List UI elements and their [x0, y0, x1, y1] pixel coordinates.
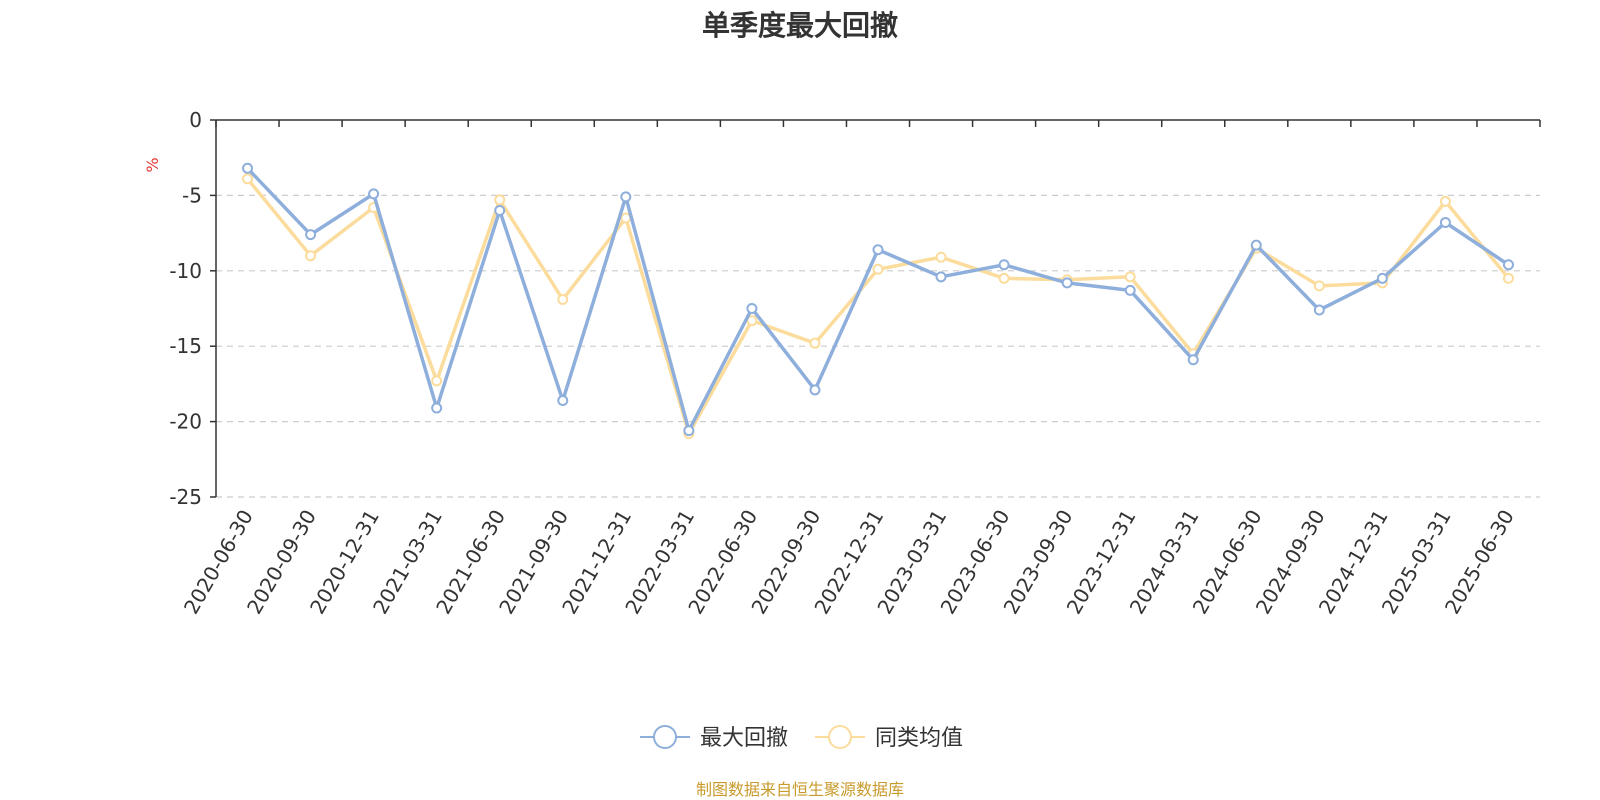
- y-tick-label: -20: [169, 410, 202, 434]
- data-point[interactable]: [431, 375, 443, 387]
- data-point[interactable]: [746, 303, 758, 314]
- data-point[interactable]: [1502, 272, 1514, 284]
- data-point[interactable]: [1439, 217, 1451, 229]
- data-point[interactable]: [809, 337, 821, 349]
- data-point[interactable]: [242, 162, 254, 174]
- data-point[interactable]: [872, 263, 884, 275]
- series-0: [242, 162, 1514, 437]
- data-point[interactable]: [998, 259, 1010, 271]
- data-point[interactable]: [494, 204, 506, 216]
- legend[interactable]: 最大回撤 同类均值: [640, 725, 963, 751]
- legend-item-1[interactable]: 同类均值: [815, 725, 963, 751]
- x-axis-ticks: 2020-06-302020-09-302020-12-312021-03-31…: [179, 120, 1541, 618]
- legend-marker: [828, 725, 852, 749]
- data-point[interactable]: [620, 191, 632, 203]
- chart-title: 单季度最大回撤: [701, 9, 898, 42]
- y-tick-label: -15: [169, 334, 202, 358]
- legend-marker: [653, 725, 677, 749]
- y-tick-label: 0: [189, 108, 202, 132]
- data-point[interactable]: [809, 384, 821, 396]
- data-point[interactable]: [998, 272, 1010, 284]
- data-point[interactable]: [305, 250, 317, 262]
- data-point[interactable]: [1061, 277, 1073, 289]
- legend-label: 最大回撤: [700, 726, 788, 751]
- y-tick-label: -25: [169, 485, 202, 509]
- line-chart: 0 -5 -10 -15 -20 -25 2020-06-302020-09-302020…: [143, 108, 1541, 751]
- grid-lines: [216, 194, 1540, 498]
- data-point[interactable]: [1250, 239, 1262, 251]
- data-point[interactable]: [1502, 259, 1514, 271]
- data-point[interactable]: [494, 194, 506, 206]
- data-point[interactable]: [1313, 304, 1325, 316]
- y-tick-label: -10: [169, 259, 202, 283]
- data-point[interactable]: [557, 293, 569, 305]
- axes: [215, 119, 1540, 497]
- data-point[interactable]: [305, 229, 317, 241]
- source-note: 制图数据来自恒生聚源数据库: [695, 780, 904, 799]
- data-point[interactable]: [1376, 272, 1388, 284]
- data-point[interactable]: [683, 425, 695, 437]
- series-lines: [242, 162, 1514, 440]
- data-point[interactable]: [935, 271, 947, 283]
- y-axis-ticks: 0 -5 -10 -15 -20 -25: [169, 108, 216, 509]
- data-point[interactable]: [1124, 284, 1136, 296]
- data-point[interactable]: [872, 244, 884, 256]
- y-axis-unit: %: [143, 157, 162, 172]
- y-tick-label: -5: [182, 183, 202, 207]
- data-point[interactable]: [368, 188, 380, 200]
- data-point[interactable]: [1439, 195, 1451, 207]
- legend-label: 同类均值: [875, 726, 963, 751]
- data-point[interactable]: [242, 173, 254, 185]
- data-point[interactable]: [557, 394, 569, 406]
- data-point[interactable]: [1187, 354, 1199, 366]
- legend-item-0[interactable]: 最大回撤: [640, 725, 788, 751]
- data-point[interactable]: [1124, 271, 1136, 283]
- data-point[interactable]: [431, 402, 443, 414]
- data-point[interactable]: [1313, 280, 1325, 292]
- data-point[interactable]: [935, 251, 947, 263]
- series-line: [246, 167, 1510, 433]
